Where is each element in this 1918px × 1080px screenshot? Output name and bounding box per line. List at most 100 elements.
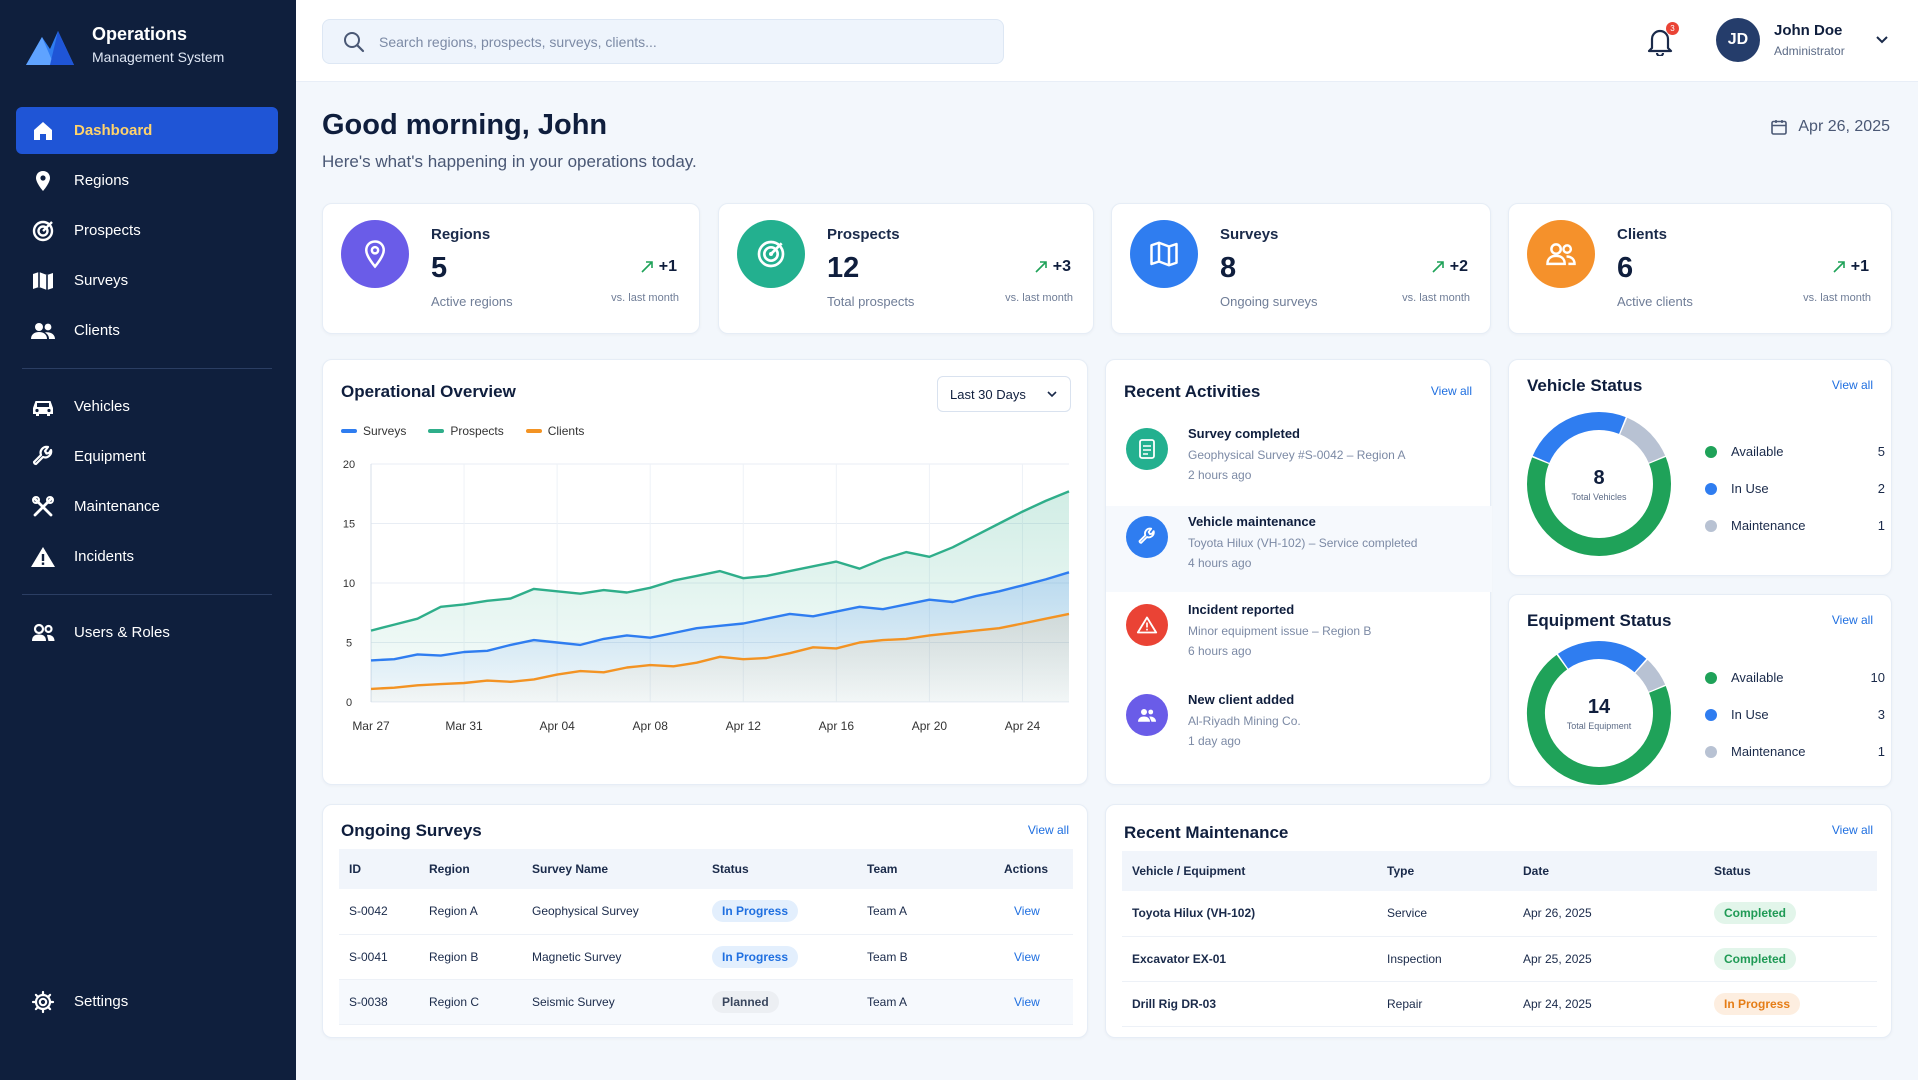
date-range-dropdown[interactable]: Last 30 Days bbox=[937, 376, 1071, 412]
legend-row-in-use: In Use 2 bbox=[1705, 470, 1885, 507]
vehicle-view-all-link[interactable]: View all bbox=[1831, 378, 1873, 392]
stat-sub: Active clients bbox=[1617, 294, 1693, 309]
stat-sub: Total prospects bbox=[827, 294, 915, 309]
brand[interactable]: Operations Management System bbox=[24, 24, 224, 65]
legend-value: 3 bbox=[1877, 707, 1885, 722]
legend-item-prospects[interactable]: Prospects bbox=[428, 424, 504, 438]
column-header[interactable]: Type bbox=[1377, 851, 1513, 891]
column-header[interactable]: Region bbox=[419, 849, 522, 889]
legend-item-surveys[interactable]: Surveys bbox=[341, 424, 406, 438]
activities-view-all-link[interactable]: View all bbox=[1430, 384, 1472, 398]
search-box[interactable] bbox=[322, 19, 1004, 64]
maintenance-view-all-link[interactable]: View all bbox=[1831, 823, 1873, 837]
sidebar-item-surveys[interactable]: Surveys bbox=[16, 257, 278, 304]
donut-segment-in-use[interactable] bbox=[1525, 410, 1673, 558]
table-row[interactable]: S-0038 Region C Seismic Survey Planned T… bbox=[339, 979, 1073, 1025]
legend-item-clients[interactable]: Clients bbox=[525, 424, 584, 438]
view-link[interactable]: View bbox=[1014, 994, 1040, 1009]
chevron-down-icon[interactable] bbox=[1875, 35, 1889, 45]
table-header-row: ID Region Survey Name Status Team Action… bbox=[339, 849, 1073, 889]
equipment-view-all-link[interactable]: View all bbox=[1831, 613, 1873, 627]
bell-icon[interactable] bbox=[1646, 26, 1674, 56]
activity-item[interactable]: New client added Al-Riyadh Mining Co. 1 … bbox=[1106, 684, 1492, 770]
stat-label: Regions bbox=[431, 226, 491, 243]
donut-segment-in-use[interactable] bbox=[1525, 639, 1673, 787]
legend-row-available: Available 5 bbox=[1705, 433, 1885, 470]
sidebar-item-maintenance[interactable]: Maintenance bbox=[16, 483, 278, 530]
table-header-row: Vehicle / Equipment Type Date Status bbox=[1122, 851, 1877, 891]
donut-segment-available[interactable] bbox=[1525, 639, 1673, 787]
stat-card-surveys[interactable]: Surveys 8 Ongoing surveys +2 vs. last mo… bbox=[1111, 203, 1491, 334]
column-header[interactable]: Status bbox=[702, 849, 857, 889]
target-icon bbox=[757, 240, 785, 268]
column-header[interactable]: ID bbox=[339, 849, 419, 889]
chevron-down-icon bbox=[1047, 391, 1057, 398]
stat-card-prospects[interactable]: Prospects 12 Total prospects +3 vs. last… bbox=[718, 203, 1094, 334]
stat-card-clients[interactable]: Clients 6 Active clients +1 vs. last mon… bbox=[1508, 203, 1892, 334]
stat-card-regions[interactable]: Regions 5 Active regions +1 vs. last mon… bbox=[322, 203, 700, 334]
stat-vs-label: vs. last month bbox=[1402, 292, 1470, 304]
column-header[interactable]: Team bbox=[857, 849, 994, 889]
sidebar-item-dashboard[interactable]: Dashboard bbox=[16, 107, 278, 154]
x-tick-label: Apr 12 bbox=[726, 719, 762, 733]
surveys-view-all-link[interactable]: View all bbox=[1027, 823, 1069, 837]
cell-action: View bbox=[994, 889, 1073, 935]
surveys-table-wrap: ID Region Survey Name Status Team Action… bbox=[339, 849, 1073, 1025]
donut-total-label: Total Equipment bbox=[1566, 720, 1632, 731]
status-badge: In Progress bbox=[712, 945, 799, 968]
stat-icon-circle bbox=[1130, 220, 1198, 288]
column-header[interactable]: Status bbox=[1704, 851, 1877, 891]
activity-icon-circle bbox=[1126, 604, 1168, 646]
trend-up-icon bbox=[1432, 261, 1444, 273]
sidebar-item-incidents[interactable]: Incidents bbox=[16, 533, 278, 580]
sidebar-settings-wrap: Settings bbox=[16, 978, 278, 1028]
donut-segment-available[interactable] bbox=[1525, 410, 1673, 558]
view-link[interactable]: View bbox=[1014, 949, 1040, 964]
legend-label: In Use bbox=[1731, 707, 1769, 722]
sidebar-item-regions[interactable]: Regions bbox=[16, 157, 278, 204]
column-header[interactable]: Survey Name bbox=[522, 849, 702, 889]
stat-trend-value: +1 bbox=[658, 258, 677, 275]
view-link[interactable]: View bbox=[1014, 904, 1040, 919]
activity-time: 1 day ago bbox=[1188, 734, 1241, 748]
activity-item[interactable]: Survey completed Geophysical Survey #S-0… bbox=[1106, 418, 1492, 504]
activity-item[interactable]: Incident reported Minor equipment issue … bbox=[1106, 594, 1492, 680]
sidebar-item-label: Regions bbox=[74, 172, 130, 189]
cell-item: Toyota Hilux (VH-102) bbox=[1122, 891, 1377, 937]
table-row[interactable]: S-0041 Region B Magnetic Survey In Progr… bbox=[339, 934, 1073, 980]
stat-trend: +3 bbox=[1035, 258, 1071, 276]
sidebar-item-label: Prospects bbox=[74, 222, 141, 239]
column-header[interactable]: Vehicle / Equipment bbox=[1122, 851, 1377, 891]
x-tick-label: Apr 16 bbox=[819, 719, 855, 733]
stat-vs-label: vs. last month bbox=[1803, 292, 1871, 304]
sidebar-item-clients[interactable]: Clients bbox=[16, 307, 278, 354]
table-row[interactable]: S-0042 Region A Geophysical Survey In Pr… bbox=[339, 889, 1073, 935]
series-line-prospects bbox=[370, 490, 1070, 632]
sidebar-item-prospects[interactable]: Prospects bbox=[16, 207, 278, 254]
table-row[interactable]: Toyota Hilux (VH-102) Service Apr 26, 20… bbox=[1122, 891, 1877, 937]
legend-dot bbox=[1705, 445, 1717, 458]
vehicle-donut: 8 Total Vehicles bbox=[1525, 410, 1673, 558]
equipment-legend: Available 10 In Use 3 Maintenance 1 bbox=[1705, 659, 1885, 770]
status-badge: Planned bbox=[712, 990, 779, 1013]
cell-team: Team A bbox=[857, 889, 994, 935]
x-tick-label: Apr 04 bbox=[539, 719, 575, 733]
gear-icon bbox=[30, 989, 56, 1015]
legend-dot bbox=[1705, 482, 1717, 495]
column-header[interactable]: Actions bbox=[994, 849, 1073, 889]
document-icon bbox=[1139, 439, 1155, 459]
sidebar-item-settings[interactable]: Settings bbox=[16, 978, 278, 1025]
sidebar-item-users-roles[interactable]: Users & Roles bbox=[16, 609, 278, 656]
sidebar-item-vehicles[interactable]: Vehicles bbox=[16, 383, 278, 430]
search-input[interactable] bbox=[379, 33, 939, 50]
table-row[interactable]: Drill Rig DR-03 Repair Apr 24, 2025 In P… bbox=[1122, 981, 1877, 1027]
page-subtitle: Here's what's happening in your operatio… bbox=[322, 152, 697, 171]
users-icon bbox=[1138, 709, 1156, 722]
column-header[interactable]: Date bbox=[1513, 851, 1704, 891]
table-row[interactable]: Excavator EX-01 Inspection Apr 25, 2025 … bbox=[1122, 936, 1877, 982]
activity-item[interactable]: Vehicle maintenance Toyota Hilux (VH-102… bbox=[1106, 506, 1492, 592]
sidebar-item-equipment[interactable]: Equipment bbox=[16, 433, 278, 480]
equipment-donut: 14 Total Equipment bbox=[1525, 639, 1673, 787]
activity-desc: Al-Riyadh Mining Co. bbox=[1188, 714, 1301, 728]
user-menu[interactable]: JD John Doe Administrator bbox=[1716, 18, 1889, 62]
